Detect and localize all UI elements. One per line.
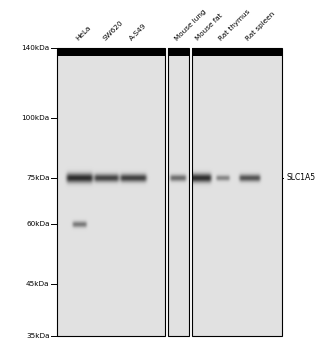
Text: 45kDa: 45kDa: [26, 281, 50, 287]
Text: Mouse lung: Mouse lung: [174, 8, 207, 42]
Bar: [57, 48, 165, 336]
Text: Rat spleen: Rat spleen: [245, 10, 276, 42]
Text: 140kDa: 140kDa: [21, 46, 50, 51]
Text: Mouse fat: Mouse fat: [194, 12, 224, 42]
Bar: [168, 48, 189, 56]
Text: HeLa: HeLa: [75, 24, 92, 42]
Text: 100kDa: 100kDa: [21, 115, 50, 121]
Bar: [192, 48, 282, 336]
Text: SW620: SW620: [101, 19, 124, 42]
Text: 35kDa: 35kDa: [26, 332, 50, 339]
Text: SLC1A5: SLC1A5: [287, 173, 315, 182]
Bar: [168, 48, 189, 336]
Text: A-S49: A-S49: [128, 22, 148, 42]
Bar: [57, 48, 165, 56]
Text: Rat thymus: Rat thymus: [218, 8, 252, 42]
Text: 60kDa: 60kDa: [26, 221, 50, 227]
Text: 75kDa: 75kDa: [26, 175, 50, 181]
Bar: [192, 48, 282, 56]
